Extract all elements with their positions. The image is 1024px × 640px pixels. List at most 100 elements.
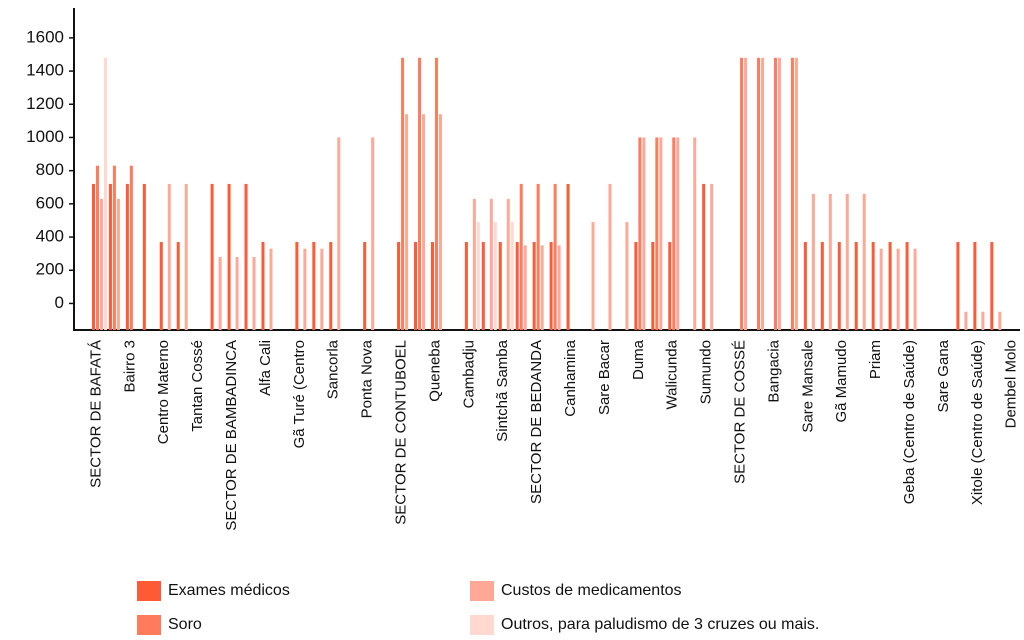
bar [312,242,316,330]
x-tick-label: Gã Turé (Centro [291,340,308,448]
legend-swatch [470,581,494,601]
x-tick-label: SECTOR DE BAMBADINCA [223,340,240,531]
bar [464,242,468,330]
bar [227,183,231,330]
bar [676,137,680,330]
bar [557,245,561,330]
x-tick-label: Sare Bacar [596,340,613,415]
bar [476,222,480,330]
bar [329,242,333,330]
bar [591,222,595,330]
bar [434,57,438,330]
x-tick-label: Geba (Centro de Saúde) [901,340,918,504]
bar [702,183,706,330]
x-tick-label: Sancorla [325,339,342,399]
x-tick-label: Sare Gana [935,339,952,412]
bar [655,137,659,330]
bar [506,198,510,330]
bar [896,248,900,330]
bar [438,114,442,330]
y-tick-label: 0 [55,293,64,312]
legend-label: Exames médicos [168,582,290,599]
bar [905,242,909,330]
bar [125,183,129,330]
bar [176,242,180,330]
bar [549,242,553,330]
bar [803,242,807,330]
bar [481,242,485,330]
bar [261,242,265,330]
bar [489,198,493,330]
bar [430,242,434,330]
bar [523,245,527,330]
bar [913,248,917,330]
x-tick-label: Sare Mansale [799,340,816,433]
x-tick-label: Tantan Cossé [189,340,206,432]
bar [740,57,744,330]
x-tick-label: SECTOR DE BEDANDA [528,340,545,504]
bar [401,57,405,330]
x-tick-label: SECTOR DE COSSÉ [732,340,749,484]
bar [625,222,629,330]
bar [218,256,222,330]
bar [103,57,107,330]
x-tick-label: Cambadju [460,340,477,408]
bar [99,198,103,330]
x-tick-label: Sintchã Samba [494,339,511,441]
bar [777,57,781,330]
bar [129,165,133,330]
bar [112,165,116,330]
bar [871,242,875,330]
y-tick-label: 600 [36,193,64,212]
bar [845,193,849,330]
bar [167,183,171,330]
bar [672,137,676,330]
y-tick-label: 1600 [26,27,64,46]
x-tick-label: Sumundo [698,340,715,404]
x-tick-label: Walicunda [664,339,681,409]
bar [303,248,307,330]
bar [888,242,892,330]
bar [532,242,536,330]
bar [108,183,112,330]
x-tick-label: Canhamina [562,339,579,416]
bar [422,114,426,330]
bar [811,193,815,330]
bar [235,256,239,330]
x-tick-label: Duma [630,339,647,380]
bar [414,242,418,330]
y-tick-label: 1200 [26,94,64,113]
bar [540,245,544,330]
bar [566,183,570,330]
bar [252,256,256,330]
bar [363,242,367,330]
bar [493,222,497,330]
bar [405,114,409,330]
bar [744,57,748,330]
bar [642,137,646,330]
bar [998,311,1002,330]
x-tick-label: Gã Mamudo [833,340,850,423]
bar [757,57,761,330]
bar [659,137,663,330]
y-tick-label: 400 [36,227,64,246]
bar [269,248,273,330]
legend-label: Outros, para paludismo de 3 cruzes ou ma… [501,616,819,633]
bar [828,193,832,330]
bar [862,193,866,330]
x-tick-label: Bangacia [765,339,782,402]
bar [794,57,798,330]
bar [142,183,146,330]
x-tick-label: SECTOR DE BAFATÁ [87,340,104,488]
bar [693,137,697,330]
y-tick-label: 1000 [26,127,64,146]
bar [990,242,994,330]
bar [184,183,188,330]
bar [668,242,672,330]
bar [116,198,120,330]
bar [472,198,476,330]
legend-swatch [470,615,494,635]
x-tick-label: Alfa Cali [257,340,274,396]
bar [397,242,401,330]
